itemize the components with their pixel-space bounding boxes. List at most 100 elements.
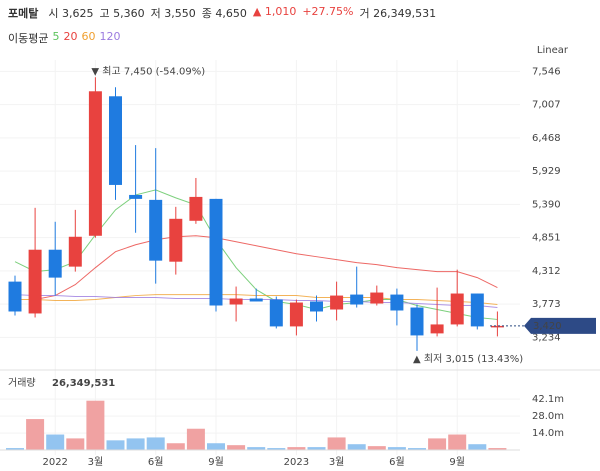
volume-bar xyxy=(267,448,286,450)
volume-tick-label: 42.1m xyxy=(532,394,564,405)
y-tick-label: 3,234 xyxy=(532,332,561,343)
candle-body xyxy=(490,325,504,328)
legend-entry: 120 xyxy=(99,30,121,43)
volume-bar xyxy=(186,428,205,450)
header: 포메탈 시 3,625 고 5,360 저 3,550 종 4,650 ▲ 1,… xyxy=(8,5,436,21)
candle-body xyxy=(189,196,203,221)
candle-body xyxy=(410,307,424,336)
quote-label: 거 xyxy=(359,7,370,20)
change-pct: +27.75% xyxy=(302,5,354,18)
volume-bar xyxy=(66,438,85,450)
volume-bar xyxy=(428,438,447,450)
change: ▲ 1,010 xyxy=(252,5,297,18)
candle-body xyxy=(249,298,263,302)
legend-entry: 5 xyxy=(52,30,60,43)
x-tick-label: 6월 xyxy=(389,456,405,468)
quote-value: 4,650 xyxy=(215,7,247,20)
candle-body xyxy=(310,301,323,312)
quote-label: 저 xyxy=(150,7,161,20)
candle-body xyxy=(88,91,102,236)
volume-bar xyxy=(327,437,346,450)
candle-body xyxy=(430,324,444,334)
legend-entry: 20 xyxy=(63,30,78,43)
x-tick-label: 3월 xyxy=(88,456,104,468)
quote-label: 고 xyxy=(99,7,110,20)
candle-body xyxy=(149,199,163,261)
x-tick-label: 6월 xyxy=(148,456,164,468)
x-tick-label: 3월 xyxy=(329,456,345,468)
y-tick-label: 5,390 xyxy=(532,199,561,210)
y-tick-label: 4,851 xyxy=(532,233,561,244)
candle-body xyxy=(169,218,183,262)
volume-bar xyxy=(247,447,266,450)
volume-bar xyxy=(6,448,24,450)
low-annotation: ▲ 최저 3,015 (13.43%) xyxy=(413,353,523,365)
y-tick-label: 5,929 xyxy=(532,166,561,177)
y-tick-label: 4,312 xyxy=(532,266,561,277)
quote-value: 5,360 xyxy=(113,7,145,20)
candle-body xyxy=(450,293,464,325)
volume-bar xyxy=(46,434,65,450)
volume-bar xyxy=(227,445,246,450)
candle-body xyxy=(209,198,223,306)
volume-bar xyxy=(86,400,105,450)
volume-bar xyxy=(468,444,487,450)
y-tick-label: 6,468 xyxy=(532,133,561,144)
volume-bar xyxy=(488,448,507,450)
candle-body xyxy=(8,281,22,312)
candle-body xyxy=(269,299,283,327)
volume-bar xyxy=(106,440,125,450)
y-tick-label: 7,546 xyxy=(532,66,561,77)
candle-body xyxy=(350,294,364,305)
ma-legend: 이동평균 5 20 60 120 xyxy=(8,30,120,46)
quote-label: 시 xyxy=(48,7,59,20)
volume-bar xyxy=(347,444,366,450)
quote-value: 3,625 xyxy=(62,7,94,20)
quote: 고 5,360 xyxy=(100,5,145,21)
ma-title: 이동평균 xyxy=(8,32,49,45)
y-tick-label: 3,773 xyxy=(532,299,561,310)
last-price-flag xyxy=(524,317,596,334)
candle-body xyxy=(289,302,303,327)
candle-body xyxy=(68,236,82,267)
quote-value: 3,550 xyxy=(164,7,196,20)
y-tick-label: 7,007 xyxy=(532,100,561,111)
legend-entry: 60 xyxy=(81,30,96,43)
x-tick-label: 2022 xyxy=(42,457,67,468)
volume-tick-label: 28.0m xyxy=(532,411,564,422)
candle-body xyxy=(229,298,243,305)
ma-line xyxy=(35,235,498,301)
last-price-label: 3,420 xyxy=(533,321,562,332)
stock-name: 포메탈 xyxy=(8,7,39,20)
quote: 시 3,625 xyxy=(48,5,93,21)
volume-bar xyxy=(126,438,145,450)
volume-bar xyxy=(307,447,326,450)
candle-body xyxy=(370,292,384,304)
candle-body xyxy=(48,249,62,278)
volume-total: 26,349,531 xyxy=(52,378,115,389)
volume-bar xyxy=(367,446,386,450)
volume-bar xyxy=(287,447,306,450)
candle-body xyxy=(109,96,122,185)
volume-bar xyxy=(26,419,45,450)
x-tick-label: 9월 xyxy=(208,456,224,468)
volume-bar xyxy=(408,448,426,450)
quote-label: 종 xyxy=(201,7,212,20)
volume-bar xyxy=(387,447,406,450)
quote-value: 26,349,531 xyxy=(373,7,437,20)
x-tick-label: 2023 xyxy=(284,457,309,468)
candle-body xyxy=(330,295,344,310)
volume-tick-label: 14.0m xyxy=(532,428,564,439)
quote: 종 4,650 xyxy=(202,5,247,21)
volume-title: 거래량 xyxy=(8,377,36,389)
quote: 저 3,550 xyxy=(151,5,196,21)
candle-body xyxy=(129,194,143,199)
x-tick-label: 9월 xyxy=(449,456,465,468)
high-annotation: ▼ 최고 7,450 (-54.09%) xyxy=(91,65,205,77)
volume-bar xyxy=(207,443,225,450)
scale-label: Linear xyxy=(537,45,569,56)
candle-body xyxy=(390,294,404,311)
volume-bar xyxy=(146,437,165,450)
